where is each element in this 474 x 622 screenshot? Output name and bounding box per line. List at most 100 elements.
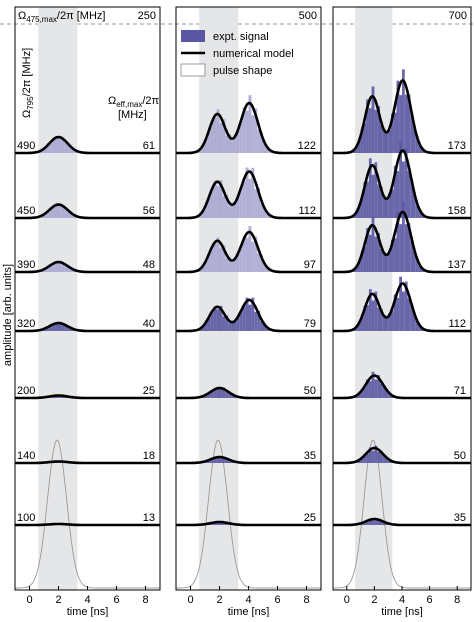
signal-bar	[219, 389, 223, 398]
signal-bar	[396, 297, 400, 331]
signal-bar	[360, 389, 364, 398]
signal-bar	[70, 148, 73, 153]
signal-bar	[363, 387, 367, 398]
signal-bar	[61, 137, 65, 153]
signal-bar	[357, 393, 361, 398]
omega-eff-value: 35	[454, 512, 466, 524]
signal-bar	[257, 187, 261, 218]
signal-bar	[58, 137, 62, 153]
omega-475-value: 700	[449, 10, 467, 22]
signal-bar	[360, 252, 364, 272]
signal-bar	[52, 262, 56, 272]
signal-bar	[374, 291, 378, 331]
x-tick-label: 2	[371, 594, 377, 606]
signal-bar	[413, 127, 416, 153]
signal-bar	[52, 324, 56, 331]
x-tick-label: 6	[113, 594, 119, 606]
signal-bar	[213, 522, 217, 525]
signal-bar	[245, 110, 249, 153]
signal-bar	[363, 123, 367, 153]
omega-eff-value: 61	[143, 140, 155, 152]
signal-bar	[64, 324, 68, 331]
signal-bar	[355, 146, 358, 153]
signal-bar	[374, 379, 378, 398]
legend-label-pulse: pulse shape	[213, 65, 272, 77]
signal-bar	[228, 134, 232, 153]
signal-bar	[64, 142, 68, 153]
omega-795-value: 320	[17, 318, 35, 330]
omega-eff-value: 79	[304, 318, 316, 330]
signal-bar	[371, 174, 375, 218]
signal-bar	[379, 451, 383, 463]
signal-bar	[393, 238, 397, 272]
signal-bar	[213, 389, 217, 398]
signal-bar	[55, 138, 59, 153]
signal-bar	[219, 456, 223, 463]
signal-bar	[231, 262, 234, 272]
signal-bar	[374, 162, 378, 218]
signal-bar	[399, 140, 402, 218]
signal-bar	[265, 147, 269, 153]
model-curve	[15, 394, 160, 400]
signal-bar	[222, 196, 226, 218]
omega-eff-value: 56	[143, 205, 155, 217]
signal-bar	[228, 322, 232, 331]
omega-eff-value: 13	[143, 512, 155, 524]
signal-bar	[73, 215, 76, 218]
signal-bar	[205, 394, 208, 398]
signal-bar	[202, 143, 205, 153]
x-tick-label: 6	[274, 594, 280, 606]
signal-bar	[225, 135, 229, 153]
signal-bar	[228, 205, 232, 218]
signal-bar	[251, 241, 255, 272]
signal-bar	[216, 387, 220, 398]
signal-bar	[44, 212, 47, 218]
omega-eff-value: 137	[448, 259, 466, 271]
pulse-region-shading	[38, 7, 78, 590]
signal-bar	[205, 320, 208, 331]
signal-bar	[55, 322, 59, 331]
omega-eff-header-unit: [MHz]	[118, 109, 147, 121]
signal-bar	[236, 315, 240, 331]
omega-eff-value: 25	[143, 385, 155, 397]
signal-bar	[379, 521, 383, 525]
signal-bar	[404, 281, 408, 331]
signal-bar	[377, 451, 380, 463]
signal-bar	[407, 94, 411, 153]
signal-bar	[366, 520, 369, 525]
signal-bar	[251, 167, 255, 218]
signal-bar	[46, 212, 50, 218]
signal-bar	[355, 267, 358, 272]
model-curve	[15, 135, 160, 155]
signal-bar	[260, 321, 263, 331]
legend-swatch-pulse	[180, 63, 206, 77]
signal-bar	[251, 297, 255, 331]
signal-bar	[399, 224, 402, 272]
signal-bar	[415, 258, 419, 272]
signal-bar	[205, 202, 208, 218]
signal-bar	[366, 453, 369, 463]
signal-bar	[219, 180, 223, 218]
signal-bar	[360, 198, 364, 218]
omega-795-value: 490	[17, 140, 35, 152]
signal-bar	[239, 120, 243, 153]
signal-bar	[368, 234, 372, 272]
signal-bar	[248, 226, 252, 272]
x-tick-label: 0	[26, 594, 32, 606]
signal-bar	[265, 327, 269, 331]
x-tick-label: 6	[427, 594, 433, 606]
signal-bar	[263, 207, 266, 218]
signal-bar	[385, 254, 389, 272]
signal-bar	[377, 106, 380, 153]
omega-475-value: 250	[138, 10, 156, 22]
signal-bar	[239, 310, 243, 331]
signal-bar	[363, 522, 367, 525]
signal-bar	[207, 317, 211, 331]
x-tick-label: 0	[344, 594, 350, 606]
signal-bar	[248, 178, 252, 218]
signal-bar	[64, 207, 68, 218]
signal-bar	[231, 395, 234, 398]
signal-bar	[357, 322, 361, 331]
signal-bar	[357, 140, 361, 153]
